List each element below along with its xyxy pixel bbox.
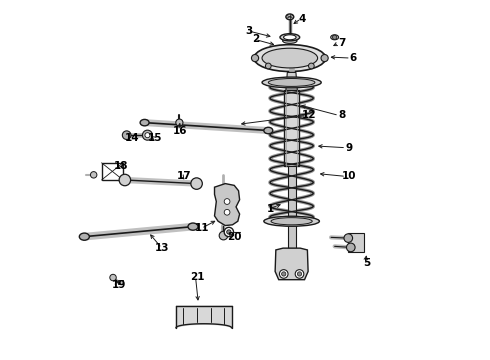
Circle shape bbox=[346, 243, 355, 252]
Ellipse shape bbox=[264, 127, 273, 134]
Bar bbox=[101, 163, 123, 180]
Text: 9: 9 bbox=[345, 143, 353, 153]
Polygon shape bbox=[288, 166, 295, 248]
Text: 12: 12 bbox=[302, 111, 317, 121]
Text: 11: 11 bbox=[195, 224, 209, 233]
Bar bbox=[119, 280, 122, 284]
Circle shape bbox=[321, 54, 328, 62]
Circle shape bbox=[266, 63, 271, 69]
Text: 16: 16 bbox=[173, 126, 188, 135]
Text: 8: 8 bbox=[338, 111, 345, 121]
Circle shape bbox=[122, 131, 131, 139]
Text: 20: 20 bbox=[227, 232, 242, 242]
Ellipse shape bbox=[269, 78, 315, 86]
Text: 1: 1 bbox=[267, 204, 274, 214]
Circle shape bbox=[333, 35, 337, 40]
Ellipse shape bbox=[254, 45, 326, 72]
Circle shape bbox=[309, 63, 314, 69]
Text: 17: 17 bbox=[177, 171, 192, 181]
Bar bbox=[348, 233, 365, 252]
Circle shape bbox=[145, 133, 150, 138]
Circle shape bbox=[344, 234, 353, 242]
Text: 15: 15 bbox=[147, 133, 162, 143]
Circle shape bbox=[282, 272, 286, 276]
Circle shape bbox=[219, 231, 228, 240]
Circle shape bbox=[295, 270, 304, 278]
Polygon shape bbox=[284, 90, 299, 166]
Polygon shape bbox=[215, 184, 240, 226]
Text: 19: 19 bbox=[112, 280, 126, 290]
Circle shape bbox=[176, 119, 183, 126]
Ellipse shape bbox=[262, 48, 318, 68]
Circle shape bbox=[297, 272, 302, 276]
Circle shape bbox=[224, 210, 230, 215]
Circle shape bbox=[119, 174, 131, 186]
Ellipse shape bbox=[140, 120, 149, 126]
Circle shape bbox=[279, 270, 288, 278]
Polygon shape bbox=[286, 72, 297, 90]
Circle shape bbox=[224, 199, 230, 204]
Ellipse shape bbox=[286, 14, 294, 20]
Text: 6: 6 bbox=[349, 53, 356, 63]
Ellipse shape bbox=[188, 223, 198, 230]
Text: 3: 3 bbox=[245, 26, 252, 36]
Text: 2: 2 bbox=[252, 35, 259, 44]
Ellipse shape bbox=[79, 233, 89, 240]
Ellipse shape bbox=[280, 34, 300, 41]
Circle shape bbox=[110, 274, 116, 281]
Ellipse shape bbox=[283, 39, 297, 43]
Text: 10: 10 bbox=[342, 171, 356, 181]
Ellipse shape bbox=[331, 35, 339, 40]
Text: 4: 4 bbox=[299, 14, 306, 24]
Text: 18: 18 bbox=[114, 161, 128, 171]
Circle shape bbox=[251, 54, 259, 62]
Circle shape bbox=[224, 227, 234, 237]
Ellipse shape bbox=[264, 216, 319, 226]
Polygon shape bbox=[275, 248, 308, 280]
Circle shape bbox=[143, 130, 152, 140]
Ellipse shape bbox=[262, 77, 321, 88]
Ellipse shape bbox=[284, 35, 296, 40]
Text: 14: 14 bbox=[125, 133, 139, 143]
Circle shape bbox=[91, 172, 97, 178]
Text: 13: 13 bbox=[155, 243, 170, 253]
Text: 7: 7 bbox=[338, 38, 345, 48]
Circle shape bbox=[227, 230, 231, 234]
Ellipse shape bbox=[271, 218, 312, 225]
Text: 21: 21 bbox=[191, 272, 205, 282]
Text: 5: 5 bbox=[363, 258, 370, 268]
Circle shape bbox=[191, 178, 202, 189]
